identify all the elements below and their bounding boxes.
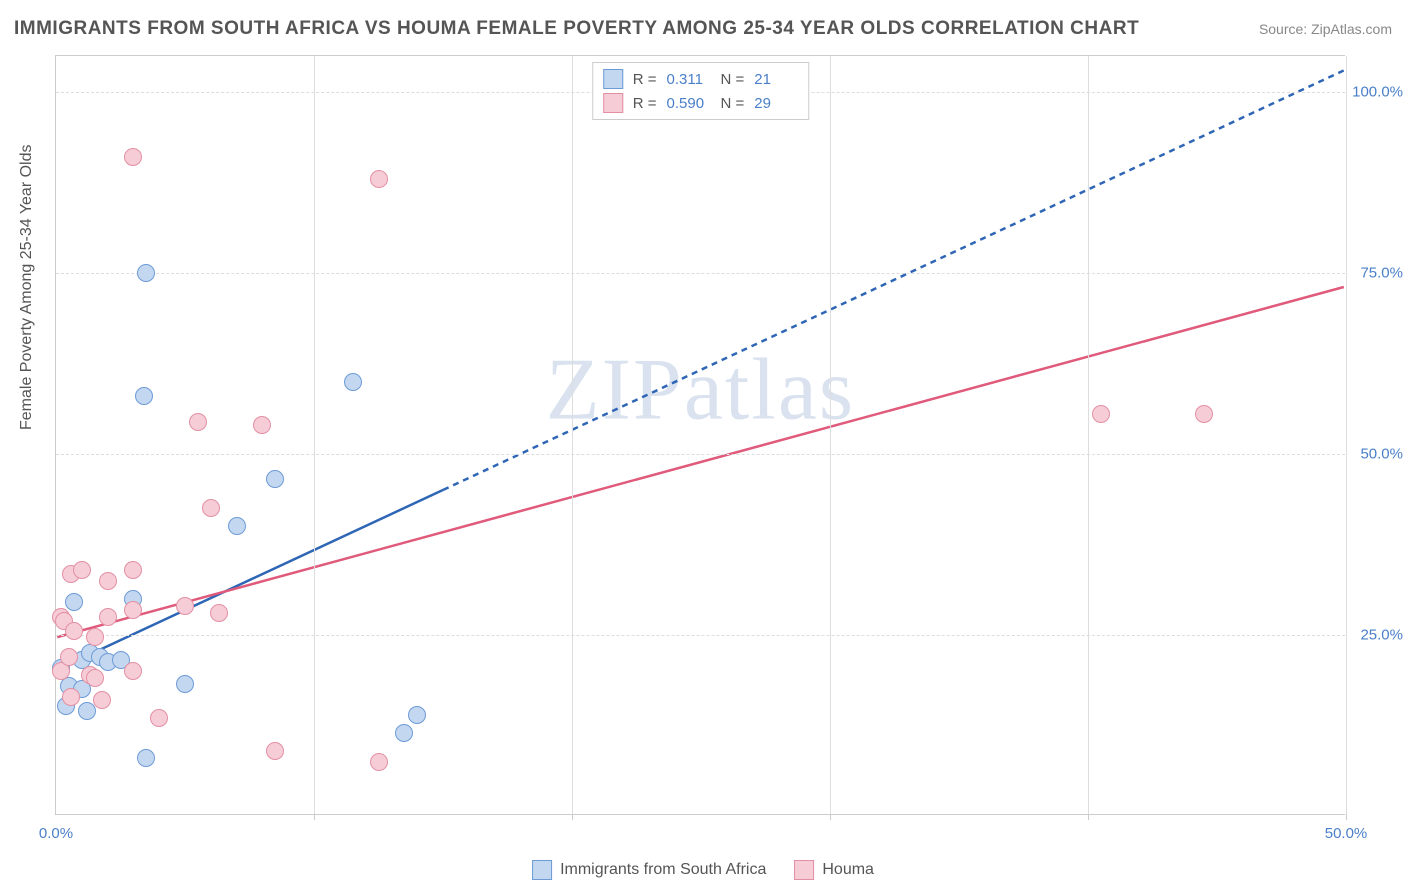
- data-point-south_africa: [266, 470, 284, 488]
- data-point-south_africa: [137, 264, 155, 282]
- gridline-h: [56, 635, 1345, 636]
- data-point-houma: [99, 608, 117, 626]
- swatch-icon: [603, 69, 623, 89]
- gridline-v: [314, 56, 315, 814]
- gridline-v: [572, 56, 573, 814]
- chart-title: IMMIGRANTS FROM SOUTH AFRICA VS HOUMA FE…: [14, 18, 1139, 40]
- legend-correlation: R =0.311N =21R =0.590N =29: [592, 62, 810, 120]
- y-tick-label: 75.0%: [1360, 265, 1403, 282]
- data-point-houma: [202, 499, 220, 517]
- data-point-south_africa: [135, 387, 153, 405]
- data-point-houma: [86, 628, 104, 646]
- data-point-houma: [210, 604, 228, 622]
- swatch-icon: [532, 860, 552, 880]
- y-tick-label: 100.0%: [1352, 84, 1403, 101]
- data-point-houma: [62, 688, 80, 706]
- data-point-houma: [124, 662, 142, 680]
- data-point-houma: [93, 691, 111, 709]
- gridline-v: [1088, 56, 1089, 814]
- legend-item-houma: Houma: [794, 860, 874, 880]
- data-point-south_africa: [176, 675, 194, 693]
- data-point-houma: [86, 669, 104, 687]
- data-point-houma: [60, 648, 78, 666]
- data-point-houma: [370, 753, 388, 771]
- swatch-icon: [794, 860, 814, 880]
- legend-row-houma: R =0.590N =29: [603, 91, 799, 115]
- data-point-houma: [150, 709, 168, 727]
- data-point-houma: [73, 561, 91, 579]
- y-tick-label: 25.0%: [1360, 627, 1403, 644]
- y-axis-label: Female Poverty Among 25-34 Year Olds: [18, 145, 36, 431]
- gridline-v: [1346, 56, 1347, 814]
- data-point-houma: [370, 170, 388, 188]
- data-point-houma: [124, 601, 142, 619]
- data-point-houma: [253, 416, 271, 434]
- source-label: Source: ZipAtlas.com: [1259, 21, 1392, 37]
- data-point-houma: [189, 413, 207, 431]
- data-point-houma: [99, 572, 117, 590]
- data-point-houma: [124, 148, 142, 166]
- scatter-plot: ZIPatlas R =0.311N =21R =0.590N =29 25.0…: [55, 55, 1345, 815]
- data-point-houma: [176, 597, 194, 615]
- data-point-south_africa: [137, 749, 155, 767]
- x-tick-label: 50.0%: [1325, 825, 1368, 842]
- y-tick-label: 50.0%: [1360, 446, 1403, 463]
- x-tick-label: 0.0%: [39, 825, 73, 842]
- swatch-icon: [603, 93, 623, 113]
- data-point-south_africa: [395, 724, 413, 742]
- gridline-h: [56, 273, 1345, 274]
- watermark: ZIPatlas: [546, 339, 855, 440]
- data-point-south_africa: [78, 702, 96, 720]
- data-point-south_africa: [344, 373, 362, 391]
- data-point-houma: [65, 622, 83, 640]
- data-point-houma: [1092, 405, 1110, 423]
- data-point-houma: [266, 742, 284, 760]
- gridline-v: [830, 56, 831, 814]
- data-point-south_africa: [408, 706, 426, 724]
- data-point-south_africa: [65, 593, 83, 611]
- data-point-houma: [124, 561, 142, 579]
- legend-item-south_africa: Immigrants from South Africa: [532, 860, 766, 880]
- legend-series: Immigrants from South Africa Houma: [532, 860, 874, 880]
- data-point-houma: [1195, 405, 1213, 423]
- legend-row-south_africa: R =0.311N =21: [603, 67, 799, 91]
- gridline-h: [56, 454, 1345, 455]
- data-point-south_africa: [228, 517, 246, 535]
